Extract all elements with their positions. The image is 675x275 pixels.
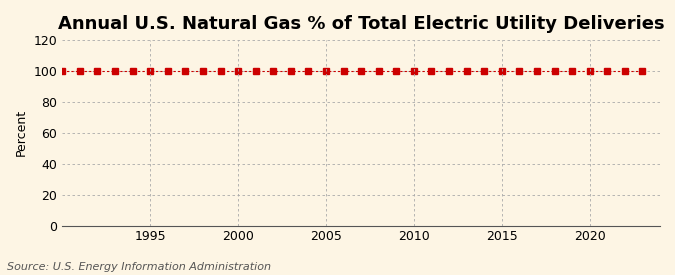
Y-axis label: Percent: Percent bbox=[15, 109, 28, 156]
Title: Annual U.S. Natural Gas % of Total Electric Utility Deliveries: Annual U.S. Natural Gas % of Total Elect… bbox=[58, 15, 664, 33]
Text: Source: U.S. Energy Information Administration: Source: U.S. Energy Information Administ… bbox=[7, 262, 271, 272]
